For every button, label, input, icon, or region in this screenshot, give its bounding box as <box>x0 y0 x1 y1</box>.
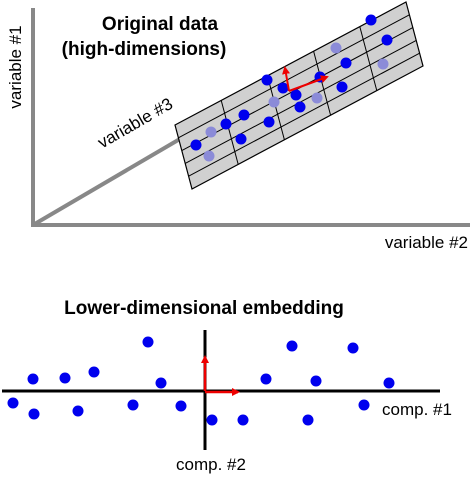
original-data-panel: Original data (high-dimensions) variable… <box>6 1 470 252</box>
embedded-point <box>310 375 322 387</box>
embedded-point <box>206 414 218 426</box>
data-point <box>311 92 323 104</box>
data-point <box>381 34 393 46</box>
axis-label-variable-2: variable #2 <box>385 233 468 252</box>
data-point <box>336 81 348 93</box>
embedded-point <box>260 373 272 385</box>
data-point <box>190 139 202 151</box>
title-high-dimensions: (high-dimensions) <box>62 39 227 60</box>
embedded-point <box>27 373 39 385</box>
data-point <box>340 57 352 69</box>
plane-grid-line <box>178 14 410 139</box>
embedded-point <box>302 414 314 426</box>
data-point <box>261 74 273 86</box>
data-point <box>203 150 215 162</box>
embedded-point <box>127 399 139 411</box>
plane-grid-line <box>359 26 378 91</box>
embedded-point <box>59 372 71 384</box>
data-point <box>277 82 289 94</box>
embedded-point <box>358 399 370 411</box>
axis-label-variable-3: variable #3 <box>94 94 176 152</box>
plane-grid-line <box>313 51 332 116</box>
plane-grid-line <box>181 27 414 152</box>
title-lower-dimensional-embedding: Lower-dimensional embedding <box>64 298 344 319</box>
embedded-point <box>383 377 395 389</box>
data-point <box>268 96 280 108</box>
plane-grid-line <box>266 75 285 140</box>
axis-label-comp-1: comp. #1 <box>382 400 452 419</box>
embedded-point <box>286 340 298 352</box>
embedded-point <box>72 405 84 417</box>
data-point <box>290 89 302 101</box>
data-point <box>220 118 232 130</box>
data-point <box>263 116 275 128</box>
embedded-point <box>28 408 40 420</box>
axis-label-comp-2: comp. #2 <box>176 455 246 474</box>
embedded-data-points <box>7 336 395 426</box>
data-point <box>294 101 306 113</box>
embedded-point <box>155 377 167 389</box>
data-point <box>205 126 217 138</box>
embedded-point <box>237 414 249 426</box>
embedding-panel: Lower-dimensional embedding comp. #1 com… <box>2 298 452 474</box>
plane-axis-arrow-1 <box>288 75 329 92</box>
plane-grid-line <box>188 52 420 177</box>
data-point <box>235 133 247 145</box>
depth-axis-variable-3 <box>31 134 187 227</box>
data-point <box>238 109 250 121</box>
plane-grid-line <box>220 100 239 165</box>
data-point <box>365 14 377 26</box>
embedded-point <box>7 397 19 409</box>
title-original-data: Original data <box>102 14 219 35</box>
data-point <box>377 58 389 70</box>
data-point <box>330 42 342 54</box>
embedded-point <box>347 342 359 354</box>
plane-axis-arrow-2 <box>282 66 290 92</box>
embedded-point <box>175 400 187 412</box>
axis-label-variable-1: variable #1 <box>6 25 25 108</box>
embedded-point <box>88 366 100 378</box>
embedded-point <box>142 336 154 348</box>
